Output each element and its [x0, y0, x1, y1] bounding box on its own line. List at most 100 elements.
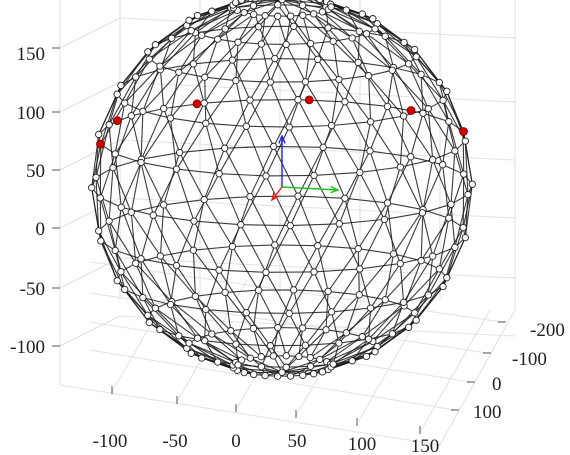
sphere-node — [166, 114, 175, 122]
sphere-node — [202, 119, 210, 127]
diagonal-segment — [403, 260, 422, 307]
meridian-segment — [331, 125, 361, 173]
meridian-segment — [95, 177, 100, 231]
sphere-node — [295, 352, 303, 361]
latitude-segment — [142, 297, 171, 306]
sphere-node — [306, 39, 315, 48]
diagonal-segment — [224, 99, 251, 149]
z-tick-label: 100 — [17, 103, 46, 124]
sphere-node — [193, 334, 202, 342]
sphere-node — [439, 282, 447, 291]
z-grid-left — [59, 17, 121, 49]
latitude-segment — [204, 340, 236, 345]
diagonal-segment — [204, 309, 207, 341]
coordinate-frame — [270, 134, 340, 202]
sphere-node — [261, 371, 269, 380]
diagonal-segment — [351, 338, 370, 362]
diagonal-segment — [108, 220, 122, 272]
sphere-node — [380, 215, 389, 224]
sphere-node — [234, 361, 242, 369]
meridian-segment — [438, 217, 450, 270]
diagonal-segment — [140, 258, 171, 305]
sphere-node — [201, 73, 209, 81]
sphere-node — [424, 105, 432, 113]
latitude-segment — [331, 307, 371, 313]
diagonal-segment — [140, 117, 171, 163]
sphere-node — [445, 214, 453, 222]
sphere-node — [341, 98, 349, 106]
meridian-segment — [338, 172, 361, 225]
sphere-node — [228, 242, 237, 251]
sphere-node — [445, 117, 453, 126]
sphere-node — [221, 25, 229, 33]
sphere-node — [443, 87, 451, 95]
meridian-segment — [327, 27, 359, 63]
sphere-node — [324, 24, 332, 32]
sphere-node — [358, 10, 366, 18]
meridian-segment — [224, 28, 233, 61]
sphere-node — [404, 323, 413, 331]
sphere-node — [246, 192, 254, 201]
latitude-segment — [368, 69, 393, 77]
meridian-segment — [297, 99, 324, 148]
meridian-segment — [293, 25, 319, 60]
sphere-node — [187, 26, 195, 35]
sphere-node — [404, 60, 413, 68]
sphere-node — [189, 60, 198, 68]
meridian-segment — [224, 292, 254, 329]
sphere-node — [451, 243, 459, 251]
meridian-segment — [205, 270, 220, 310]
latitude-segment — [195, 291, 226, 297]
diagonal-segment — [265, 272, 290, 314]
sphere-node — [354, 58, 362, 67]
x-tick-label: 0 — [231, 431, 241, 452]
meridian-segment — [159, 255, 173, 302]
diagonal-segment — [304, 43, 312, 82]
sphere-node — [111, 150, 119, 158]
meridian-segment — [338, 223, 361, 270]
latitude-segment — [359, 262, 401, 270]
latitude-segment — [273, 145, 324, 148]
sphere-node — [160, 104, 168, 113]
latitude-segment — [359, 166, 401, 173]
sphere-node — [443, 274, 451, 282]
sphere-node — [193, 11, 202, 20]
diagonal-segment — [114, 153, 122, 208]
sphere-node — [412, 316, 420, 324]
sphere-node — [139, 107, 147, 115]
sphere-node — [88, 184, 96, 192]
diagonal-segment — [359, 268, 372, 309]
diagonal-segment — [290, 15, 312, 44]
latitude-segment — [344, 101, 388, 107]
sphere-node — [294, 192, 302, 200]
diagonal-segment — [192, 199, 205, 251]
sphere-node — [271, 54, 279, 63]
meridian-segment — [330, 6, 376, 30]
latitude-segment — [176, 265, 220, 271]
diagonal-segment — [384, 253, 395, 300]
meridian-segment — [192, 250, 196, 297]
meridian-segment — [306, 0, 327, 8]
sphere-node — [145, 55, 153, 63]
x-tick-label: 50 — [288, 431, 307, 452]
sphere-node — [249, 2, 258, 10]
z-tick-label: 50 — [26, 161, 45, 182]
sphere-node — [95, 227, 103, 235]
sphere-node — [329, 37, 337, 45]
latitude-segment — [246, 312, 290, 314]
sphere-node — [354, 245, 362, 253]
meridian-segment — [448, 173, 465, 219]
meridian-segment — [108, 167, 114, 222]
meridian-segment — [188, 342, 234, 366]
highlighted-node — [304, 95, 314, 105]
diagonal-segment — [269, 345, 287, 368]
diagonal-segment — [211, 333, 251, 359]
sphere-node — [318, 8, 327, 16]
meridian-segment — [331, 311, 340, 344]
meridian-segment — [245, 126, 267, 177]
sphere-node — [240, 368, 248, 377]
latitude-segment — [176, 168, 220, 175]
sphere-node — [306, 362, 315, 370]
highlighted-node — [406, 106, 416, 115]
